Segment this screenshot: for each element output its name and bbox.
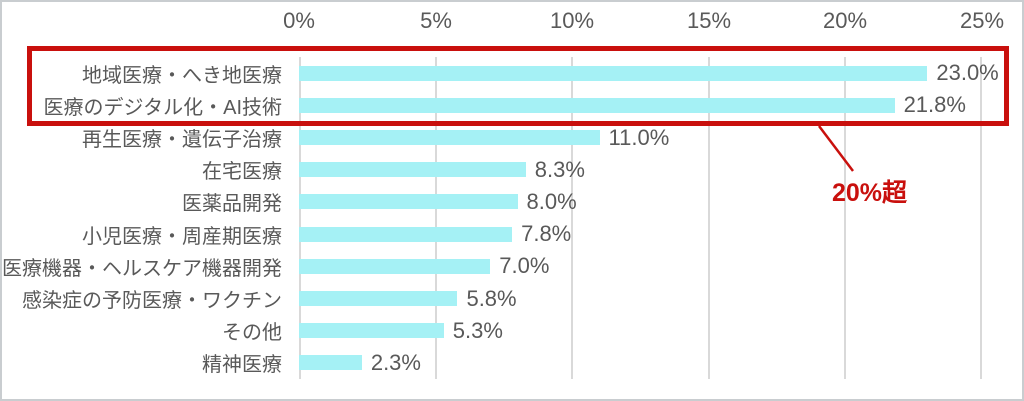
- value-label: 21.8%: [903, 92, 966, 118]
- bar: [299, 323, 444, 339]
- category-label: その他: [222, 322, 282, 345]
- x-axis-tick: 10%: [549, 8, 595, 33]
- x-axis-tick: 5%: [420, 8, 452, 33]
- bar-row: 7.0%: [299, 250, 982, 282]
- bar-row: 21.8%: [299, 89, 982, 121]
- gridline: [707, 57, 710, 379]
- category-labels: 地域医療・へき地医療 医療のデジタル化・AI技術 再生医療・遺伝子治療 在宅医療…: [2, 57, 282, 379]
- bar-row: 11.0%: [299, 121, 982, 153]
- bar-row: 7.8%: [299, 218, 982, 250]
- highlight-box: [27, 46, 1009, 126]
- annotation-over-20pct: 20%超: [832, 179, 908, 207]
- plot-area: 23.0% 21.8% 11.0% 8.3% 8.0% 7.8%: [299, 57, 999, 379]
- value-label: 7.0%: [499, 253, 550, 279]
- gridline: [844, 57, 847, 379]
- bar: [299, 355, 362, 371]
- bar-row: 5.3%: [299, 315, 982, 347]
- x-axis-tick: 20%: [822, 8, 868, 33]
- value-label: 2.3%: [370, 349, 421, 375]
- bar: [299, 226, 513, 242]
- category-label: 小児医療・周産期医療: [82, 225, 282, 248]
- gridline: [434, 57, 437, 379]
- bar-row: 2.3%: [299, 347, 982, 379]
- gridline: [571, 57, 574, 379]
- value-label: 5.8%: [466, 285, 517, 311]
- gridline: [980, 57, 982, 379]
- bar: [299, 291, 458, 307]
- x-axis-tick: 15%: [686, 8, 732, 33]
- category-label: 精神医療: [202, 354, 282, 377]
- bar-row: 8.0%: [299, 186, 982, 218]
- bar: [299, 258, 491, 274]
- bar: [299, 130, 600, 145]
- bar-rows: 23.0% 21.8% 11.0% 8.3% 8.0% 7.8%: [299, 57, 999, 379]
- x-axis-tick: 25%: [959, 8, 1005, 33]
- category-label: 医療機器・ヘルスケア機器開発: [2, 257, 282, 280]
- bar-row: 5.8%: [299, 282, 982, 314]
- category-label: 再生医療・遺伝子治療: [82, 129, 282, 151]
- value-label: 11.0%: [608, 124, 670, 150]
- value-label: 7.8%: [521, 221, 572, 247]
- bar: [299, 194, 518, 210]
- bar-row: 23.0%: [299, 57, 999, 89]
- value-label: 8.3%: [534, 156, 585, 182]
- category-label: 在宅医療: [202, 161, 282, 184]
- value-label: 5.3%: [452, 317, 503, 343]
- value-label: 23.0%: [936, 60, 999, 86]
- category-label: 医療のデジタル化・AI技術: [43, 96, 283, 119]
- value-label: 8.0%: [526, 188, 577, 214]
- bar: [299, 65, 928, 81]
- category-label: 地域医療・へき地医療: [82, 64, 282, 87]
- bar: [299, 162, 526, 178]
- bar-row: 8.3%: [299, 154, 982, 186]
- bar: [299, 97, 895, 113]
- gridline: [299, 57, 301, 379]
- category-label: 感染症の予防医療・ワクチン: [22, 290, 282, 313]
- x-axis-tick: 0%: [283, 8, 315, 33]
- category-label: 医薬品開発: [182, 193, 282, 216]
